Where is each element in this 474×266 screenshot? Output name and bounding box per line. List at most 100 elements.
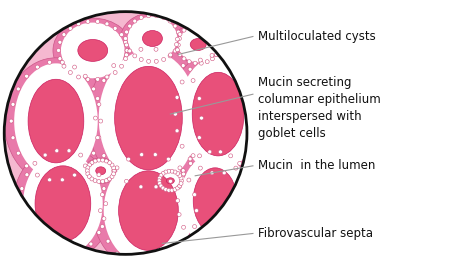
Circle shape bbox=[228, 243, 233, 247]
Circle shape bbox=[173, 49, 177, 53]
Circle shape bbox=[96, 136, 100, 140]
Ellipse shape bbox=[118, 171, 178, 250]
Circle shape bbox=[104, 179, 108, 182]
Circle shape bbox=[99, 209, 102, 213]
Ellipse shape bbox=[4, 58, 108, 184]
Ellipse shape bbox=[171, 148, 259, 253]
Circle shape bbox=[87, 175, 91, 179]
Circle shape bbox=[187, 25, 191, 29]
Circle shape bbox=[128, 24, 132, 28]
Ellipse shape bbox=[171, 151, 189, 200]
Circle shape bbox=[153, 265, 157, 266]
Circle shape bbox=[158, 176, 162, 180]
Circle shape bbox=[36, 65, 39, 69]
Circle shape bbox=[155, 59, 158, 63]
Circle shape bbox=[176, 172, 180, 176]
Circle shape bbox=[182, 172, 185, 176]
Circle shape bbox=[199, 24, 203, 28]
Circle shape bbox=[105, 22, 109, 26]
Circle shape bbox=[218, 43, 222, 47]
Circle shape bbox=[182, 28, 186, 32]
Circle shape bbox=[191, 154, 195, 158]
Circle shape bbox=[178, 184, 182, 188]
Circle shape bbox=[127, 157, 130, 161]
Ellipse shape bbox=[16, 61, 235, 81]
Ellipse shape bbox=[11, 144, 240, 168]
Ellipse shape bbox=[192, 72, 244, 156]
Circle shape bbox=[125, 179, 128, 183]
Circle shape bbox=[68, 70, 73, 74]
Circle shape bbox=[219, 150, 222, 154]
Circle shape bbox=[79, 153, 82, 157]
Circle shape bbox=[167, 188, 171, 192]
Circle shape bbox=[164, 170, 168, 174]
Ellipse shape bbox=[82, 86, 119, 147]
Circle shape bbox=[119, 64, 124, 68]
Circle shape bbox=[125, 48, 129, 52]
Circle shape bbox=[187, 60, 191, 64]
Circle shape bbox=[175, 48, 179, 52]
Ellipse shape bbox=[96, 167, 106, 175]
Circle shape bbox=[112, 64, 116, 68]
Circle shape bbox=[93, 116, 98, 120]
Circle shape bbox=[162, 57, 165, 61]
Circle shape bbox=[205, 25, 209, 29]
Circle shape bbox=[133, 54, 137, 58]
Circle shape bbox=[18, 202, 22, 206]
Ellipse shape bbox=[160, 172, 180, 190]
Circle shape bbox=[176, 43, 180, 47]
Circle shape bbox=[124, 40, 128, 44]
Circle shape bbox=[111, 166, 116, 170]
Circle shape bbox=[166, 157, 171, 161]
Circle shape bbox=[125, 43, 128, 47]
Circle shape bbox=[166, 260, 171, 264]
Circle shape bbox=[178, 173, 182, 177]
Circle shape bbox=[259, 112, 263, 116]
Circle shape bbox=[161, 172, 165, 176]
Circle shape bbox=[187, 239, 191, 243]
Circle shape bbox=[100, 225, 104, 228]
Circle shape bbox=[105, 75, 109, 79]
Circle shape bbox=[102, 217, 106, 221]
Circle shape bbox=[249, 185, 253, 189]
Circle shape bbox=[249, 213, 253, 217]
Ellipse shape bbox=[88, 44, 209, 192]
Circle shape bbox=[16, 151, 20, 155]
Circle shape bbox=[219, 247, 222, 251]
Circle shape bbox=[173, 188, 177, 192]
Circle shape bbox=[73, 173, 76, 177]
Circle shape bbox=[96, 19, 100, 23]
Ellipse shape bbox=[84, 158, 118, 184]
Circle shape bbox=[86, 77, 90, 81]
Circle shape bbox=[251, 199, 255, 203]
Circle shape bbox=[55, 255, 59, 259]
Circle shape bbox=[146, 59, 151, 63]
Circle shape bbox=[252, 80, 256, 84]
Circle shape bbox=[86, 172, 90, 176]
Circle shape bbox=[199, 61, 203, 65]
Circle shape bbox=[162, 15, 165, 19]
Circle shape bbox=[25, 173, 29, 177]
Circle shape bbox=[90, 161, 94, 165]
Circle shape bbox=[198, 154, 201, 158]
Circle shape bbox=[9, 119, 13, 123]
Circle shape bbox=[197, 136, 201, 140]
Ellipse shape bbox=[28, 79, 84, 163]
Ellipse shape bbox=[35, 166, 91, 242]
Circle shape bbox=[25, 74, 28, 78]
Circle shape bbox=[198, 243, 201, 247]
Circle shape bbox=[164, 188, 168, 192]
Circle shape bbox=[208, 247, 212, 251]
Circle shape bbox=[97, 102, 101, 106]
Circle shape bbox=[198, 166, 202, 170]
Circle shape bbox=[177, 185, 181, 189]
Circle shape bbox=[257, 95, 261, 99]
Circle shape bbox=[67, 255, 71, 259]
Circle shape bbox=[93, 159, 97, 163]
Circle shape bbox=[193, 61, 197, 65]
Ellipse shape bbox=[53, 18, 133, 83]
Circle shape bbox=[85, 169, 89, 173]
Circle shape bbox=[62, 33, 66, 37]
Circle shape bbox=[36, 173, 39, 177]
Circle shape bbox=[198, 58, 202, 62]
